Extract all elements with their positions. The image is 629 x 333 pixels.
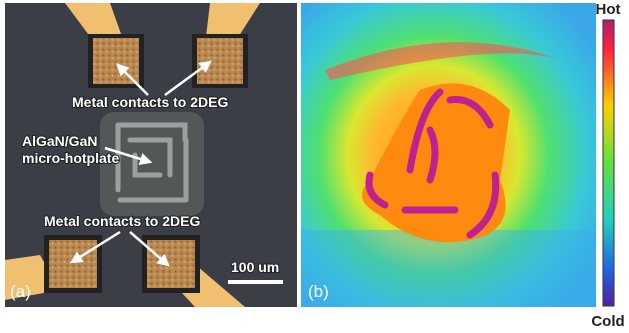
scale-bar-label: 100 um bbox=[231, 259, 279, 275]
contact bbox=[93, 38, 139, 84]
colorbar: Hot Cold bbox=[591, 1, 624, 330]
contact bbox=[197, 38, 243, 84]
colorbar-bottom-label: Cold bbox=[591, 313, 624, 330]
annotation: AlGaN/GaN bbox=[22, 133, 97, 149]
annotation: Metal contacts to 2DEG bbox=[44, 213, 200, 229]
annotation: Metal contacts to 2DEG bbox=[72, 94, 228, 110]
colorbar-top-label: Hot bbox=[596, 1, 621, 18]
panel-label: (b) bbox=[308, 282, 329, 301]
panel-label: (a) bbox=[10, 282, 31, 301]
contact bbox=[147, 240, 195, 288]
annotation: micro-hotplate bbox=[22, 150, 119, 166]
contact bbox=[49, 240, 97, 288]
colorbar-scale bbox=[603, 20, 614, 306]
panel-a: Metal contacts to 2DEG AlGaN/GaN micro-h… bbox=[5, 3, 297, 307]
panel-b: (b) bbox=[301, 3, 596, 307]
figure: Metal contacts to 2DEG AlGaN/GaN micro-h… bbox=[0, 0, 629, 333]
